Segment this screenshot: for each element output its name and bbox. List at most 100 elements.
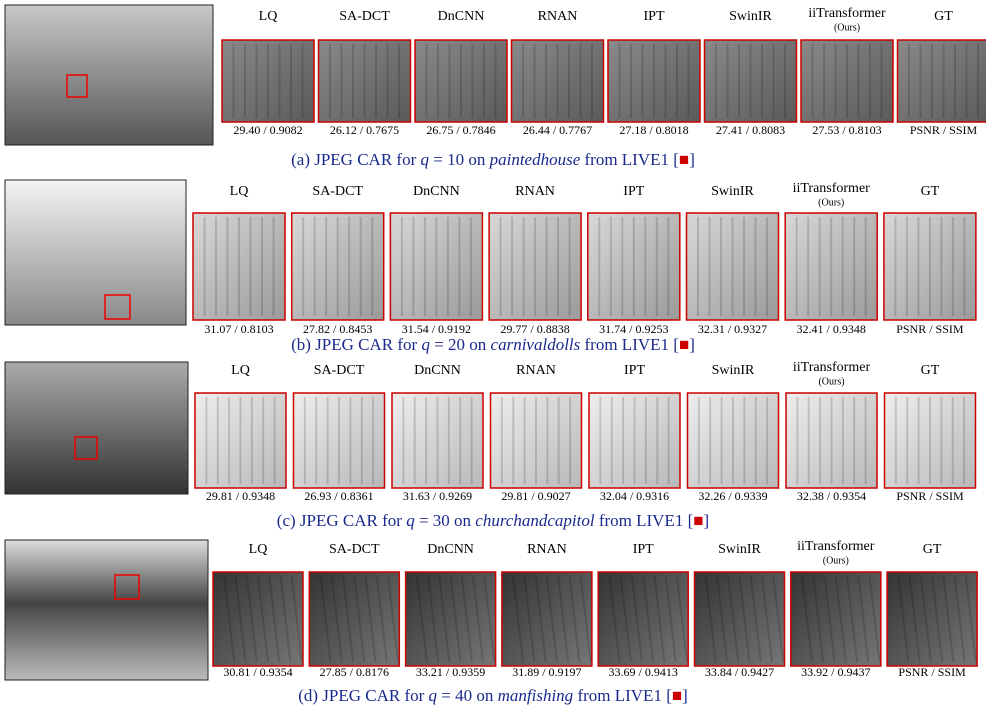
caption-part: manfishing <box>498 686 574 705</box>
metric-label: 31.54 / 0.9192 <box>402 322 471 336</box>
metric-label: 32.04 / 0.9316 <box>600 489 669 503</box>
metric-label: 32.41 / 0.9348 <box>797 322 866 336</box>
caption-part: ] <box>689 335 695 354</box>
caption: (d) JPEG CAR for q = 40 on manfishing fr… <box>298 686 688 705</box>
caption-part: ] <box>682 686 688 705</box>
source-image <box>5 540 208 680</box>
source-icon: ■ <box>679 335 689 354</box>
method-label: SwinIR <box>712 363 755 378</box>
caption-part: from LIVE1 [ <box>573 686 672 705</box>
metric-label: 32.31 / 0.9327 <box>698 322 767 336</box>
metric-label: 31.89 / 0.9197 <box>512 665 581 679</box>
source-icon: ■ <box>679 150 689 169</box>
caption-part: ] <box>704 511 710 530</box>
metric-label: 32.38 / 0.9354 <box>797 489 866 503</box>
method-label: IPT <box>644 9 665 24</box>
method-label: DnCNN <box>413 184 460 199</box>
caption-part: (d) JPEG CAR for <box>298 686 428 705</box>
method-label: iiTransformer <box>793 181 871 196</box>
method-label: IPT <box>623 184 644 199</box>
caption-part: from LIVE1 [ <box>580 335 679 354</box>
caption-part: ] <box>689 150 695 169</box>
metric-label: 31.07 / 0.8103 <box>204 322 273 336</box>
metric-label: 31.74 / 0.9253 <box>599 322 668 336</box>
source-image <box>5 180 186 325</box>
source-image <box>5 5 213 145</box>
metric-label: 29.81 / 0.9348 <box>206 489 275 503</box>
method-label: LQ <box>259 9 278 24</box>
ours-label: (Ours) <box>818 197 844 208</box>
caption-part: (b) JPEG CAR for <box>291 335 421 354</box>
caption-part: paintedhouse <box>489 150 581 169</box>
metric-label: 27.53 / 0.8103 <box>812 123 881 137</box>
metric-label: PSNR / SSIM <box>896 489 964 503</box>
caption: (b) JPEG CAR for q = 20 on carnivaldolls… <box>291 335 695 354</box>
caption-part: (c) JPEG CAR for <box>277 511 406 530</box>
metric-label: 27.18 / 0.8018 <box>619 123 688 137</box>
method-label: SA-DCT <box>314 363 365 378</box>
method-label: RNAN <box>515 184 555 199</box>
caption-part: (a) JPEG CAR for <box>291 150 420 169</box>
metric-label: 26.75 / 0.7846 <box>426 123 495 137</box>
metric-label: 33.92 / 0.9437 <box>801 665 870 679</box>
method-label: LQ <box>230 184 249 199</box>
metric-label: PSNR / SSIM <box>898 665 966 679</box>
method-label: iiTransformer <box>808 6 886 21</box>
source-image <box>5 362 188 494</box>
method-label: RNAN <box>538 9 578 24</box>
metric-label: 26.93 / 0.8361 <box>304 489 373 503</box>
caption-part: churchandcapitol <box>475 511 595 530</box>
method-label: RNAN <box>527 542 567 557</box>
metric-label: 27.82 / 0.8453 <box>303 322 372 336</box>
method-label: GT <box>934 9 953 24</box>
metric-label: 33.84 / 0.9427 <box>705 665 774 679</box>
method-label: DnCNN <box>414 363 461 378</box>
method-label: SA-DCT <box>329 542 380 557</box>
source-icon: ■ <box>672 686 682 705</box>
figure: LQ 29.40 / 0.9082 SA-DCT 26.12 / 0.7675 DnCN… <box>0 0 986 714</box>
caption: (a) JPEG CAR for q = 10 on paintedhouse … <box>291 150 695 169</box>
ours-label: (Ours) <box>823 555 849 566</box>
caption-part: = 10 on <box>429 150 490 169</box>
method-label: LQ <box>249 542 268 557</box>
method-label: IPT <box>624 363 645 378</box>
crop-image <box>898 40 986 122</box>
metric-label: 33.69 / 0.9413 <box>609 665 678 679</box>
metric-label: 32.26 / 0.9339 <box>698 489 767 503</box>
metric-label: 33.21 / 0.9359 <box>416 665 485 679</box>
metric-label: 29.81 / 0.9027 <box>501 489 570 503</box>
caption-part: from LIVE1 [ <box>595 511 694 530</box>
method-label: DnCNN <box>427 542 474 557</box>
caption: (c) JPEG CAR for q = 30 on churchandcapi… <box>277 511 709 530</box>
method-label: SA-DCT <box>339 9 390 24</box>
ours-label: (Ours) <box>818 376 844 387</box>
method-label: LQ <box>231 363 250 378</box>
method-label: iiTransformer <box>797 539 875 554</box>
metric-label: PSNR / SSIM <box>910 123 978 137</box>
metric-label: 29.40 / 0.9082 <box>233 123 302 137</box>
ours-label: (Ours) <box>834 22 860 33</box>
method-label: GT <box>921 363 940 378</box>
source-icon: ■ <box>693 511 703 530</box>
method-label: SA-DCT <box>312 184 363 199</box>
metric-label: 26.44 / 0.7767 <box>523 123 592 137</box>
caption-part: = 30 on <box>415 511 476 530</box>
caption-part: from LIVE1 [ <box>580 150 679 169</box>
method-label: IPT <box>633 542 654 557</box>
method-label: RNAN <box>516 363 556 378</box>
metric-label: 31.63 / 0.9269 <box>403 489 472 503</box>
caption-part: = 20 on <box>430 335 491 354</box>
method-label: DnCNN <box>438 9 485 24</box>
method-label: GT <box>923 542 942 557</box>
metric-label: 27.85 / 0.8176 <box>320 665 389 679</box>
method-label: SwinIR <box>711 184 754 199</box>
metric-label: 29.77 / 0.8838 <box>500 322 569 336</box>
metric-label: 30.81 / 0.9354 <box>223 665 292 679</box>
metric-label: PSNR / SSIM <box>896 322 964 336</box>
metric-label: 26.12 / 0.7675 <box>330 123 399 137</box>
method-label: SwinIR <box>718 542 761 557</box>
caption-part: = 40 on <box>437 686 498 705</box>
method-label: SwinIR <box>729 9 772 24</box>
method-label: GT <box>921 184 940 199</box>
caption-part: carnivaldolls <box>491 335 581 354</box>
